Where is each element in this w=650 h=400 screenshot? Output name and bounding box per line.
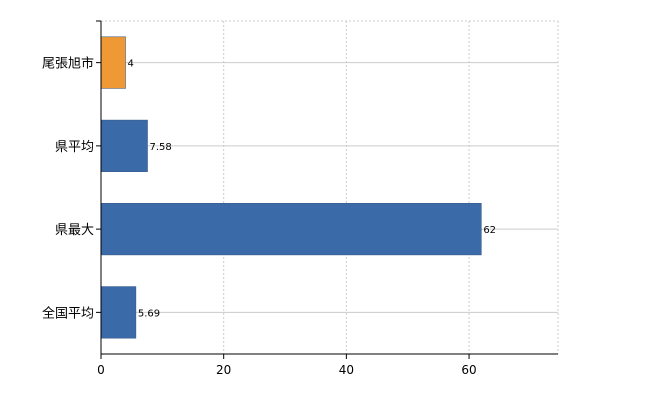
x-tick-label-1: 20 [216, 363, 231, 377]
data-label-0: 4 [128, 59, 134, 70]
bar-0 [100, 36, 126, 89]
y-tick-label-2: 県最大 [55, 223, 94, 238]
bar-layer [100, 36, 482, 339]
y-tick-label-0: 尾張旭市 [42, 56, 94, 72]
x-tick-label-3: 60 [461, 363, 476, 377]
data-label-1: 7.58 [149, 142, 171, 153]
x-tick-label-0: 0 [97, 363, 105, 377]
bar-2 [100, 203, 482, 256]
bar-1 [100, 119, 148, 172]
x-tick-label-2: 40 [339, 363, 354, 377]
bar-3 [100, 286, 137, 339]
data-label-3: 5.69 [138, 308, 160, 319]
axis-layer [96, 20, 558, 359]
data-label-2: 62 [483, 225, 496, 236]
grid-layer [101, 20, 559, 354]
y-tick-label-1: 県平均 [55, 140, 94, 155]
y-tick-label-3: 全国平均 [42, 305, 94, 321]
